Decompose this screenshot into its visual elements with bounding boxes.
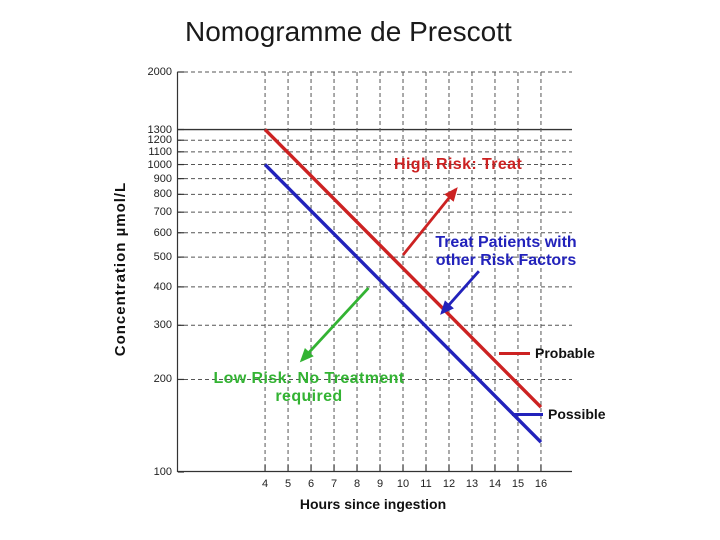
y-tick-label-300: 300 [153, 319, 172, 332]
probable-line-swatch [499, 351, 530, 355]
annotation-treat-patients-line2: other Risk Factors [435, 252, 577, 269]
y-tick-label-400: 400 [153, 280, 172, 293]
x-tick-label-11: 11 [420, 478, 432, 490]
y-tick-label-1000: 1000 [147, 158, 172, 171]
nomogram-plot [176, 71, 572, 473]
x-tick-label-6: 6 [307, 478, 315, 490]
legend-item-possible: Possible [512, 406, 606, 422]
legend-label-possible: Possible [548, 406, 606, 422]
y-tick-label-2000: 2000 [147, 66, 172, 78]
x-tick-label-7: 7 [330, 478, 338, 490]
legend-label-probable: Probable [535, 345, 595, 361]
x-tick-label-14: 14 [488, 478, 502, 490]
risk-factors-arrow [440, 270, 480, 315]
series-line-possible [263, 163, 543, 444]
y-tick-label-1300: 1300 [147, 123, 172, 136]
high-risk-arrow [401, 187, 458, 256]
plot-area [176, 71, 572, 473]
annotation-low-risk-line1: Low Risk: No Treatment [213, 370, 405, 387]
x-axis-title: Hours since ingestion [299, 496, 447, 512]
x-tick-label-9: 9 [376, 478, 384, 490]
chart-title: Nomogramme de Prescott [185, 16, 512, 47]
annotation-treat-patients-line1: Treat Patients with [435, 234, 577, 251]
x-tick-label-5: 5 [284, 478, 292, 490]
annotation-high-risk: High Risk: Treat [394, 156, 522, 174]
series-line-probable [263, 128, 543, 409]
y-tick-label-900: 900 [153, 172, 172, 185]
y-tick-label-700: 700 [153, 206, 172, 219]
x-tick-label-13: 13 [465, 478, 479, 490]
y-tick-label-1200: 1200 [147, 134, 172, 147]
y-tick-label-600: 600 [153, 226, 172, 239]
y-axis-title: Concentration µmol/L [112, 181, 129, 357]
y-tick-label-1100: 1100 [148, 145, 172, 158]
y-tick-label-800: 800 [153, 188, 172, 201]
legend-item-probable: Probable [499, 345, 595, 361]
annotation-low-risk-line2: required [275, 388, 343, 405]
low-risk-arrow [299, 286, 370, 363]
annotation-low-risk: Low Risk: No Treatment required [194, 370, 424, 406]
y-tick-label-500: 500 [153, 251, 172, 264]
y-tick-label-100: 100 [153, 466, 172, 478]
x-tick-label-12: 12 [442, 478, 456, 490]
x-tick-label-16: 16 [534, 478, 548, 490]
x-tick-label-8: 8 [353, 478, 361, 490]
y-tick-label-200: 200 [153, 373, 172, 386]
annotation-high-risk-text: High Risk: Treat [394, 156, 523, 173]
possible-line-swatch [512, 412, 543, 416]
annotation-treat-patients: Treat Patients with other Risk Factors [418, 234, 594, 270]
x-tick-label-15: 15 [511, 478, 525, 490]
x-tick-label-4: 4 [261, 478, 269, 490]
x-tick-label-10: 10 [396, 478, 410, 490]
